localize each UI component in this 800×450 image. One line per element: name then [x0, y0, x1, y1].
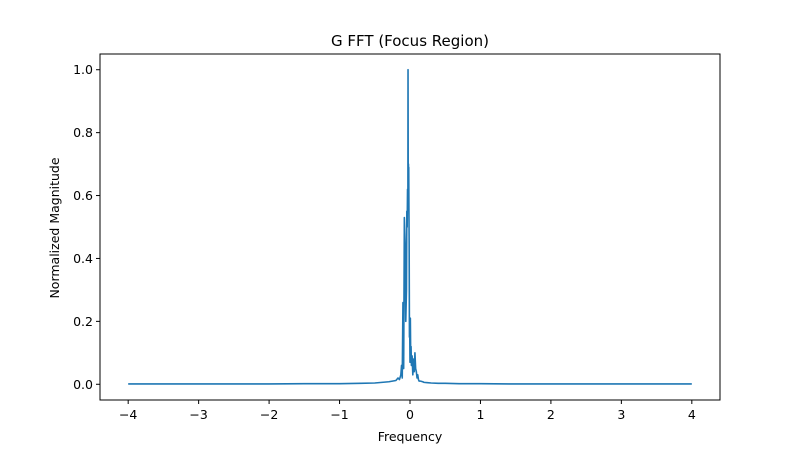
y-tick-label: 0.6 — [73, 188, 93, 203]
x-tick-label: −1 — [330, 407, 348, 422]
x-axis: −4 −3 −2 −1 0 1 2 3 4 — [119, 400, 696, 422]
y-tick-label: 0.8 — [73, 125, 93, 140]
y-tick-label: 1.0 — [73, 62, 93, 77]
y-tick-label: 0.0 — [73, 377, 93, 392]
series-line — [128, 68, 692, 385]
x-axis-label: Frequency — [378, 429, 443, 444]
y-tick-label: 0.2 — [73, 314, 93, 329]
x-tick-label: 2 — [547, 407, 555, 422]
plot-area: −4 −3 −2 −1 0 1 2 3 4 0.0 0.2 0.4 0.6 0.8 1.0 — [73, 53, 721, 422]
x-tick-label: 1 — [476, 407, 484, 422]
y-axis: 0.0 0.2 0.4 0.6 0.8 1.0 — [73, 62, 100, 392]
chart-title: G FFT (Focus Region) — [331, 32, 489, 50]
x-tick-label: 0 — [406, 407, 414, 422]
y-tick-label: 0.4 — [73, 251, 93, 266]
x-tick-label: 4 — [688, 407, 696, 422]
x-tick-label: −4 — [119, 407, 137, 422]
x-tick-label: 3 — [617, 407, 625, 422]
x-tick-label: −2 — [260, 407, 278, 422]
x-tick-label: −3 — [189, 407, 207, 422]
y-axis-label: Normalized Magnitude — [47, 157, 62, 298]
